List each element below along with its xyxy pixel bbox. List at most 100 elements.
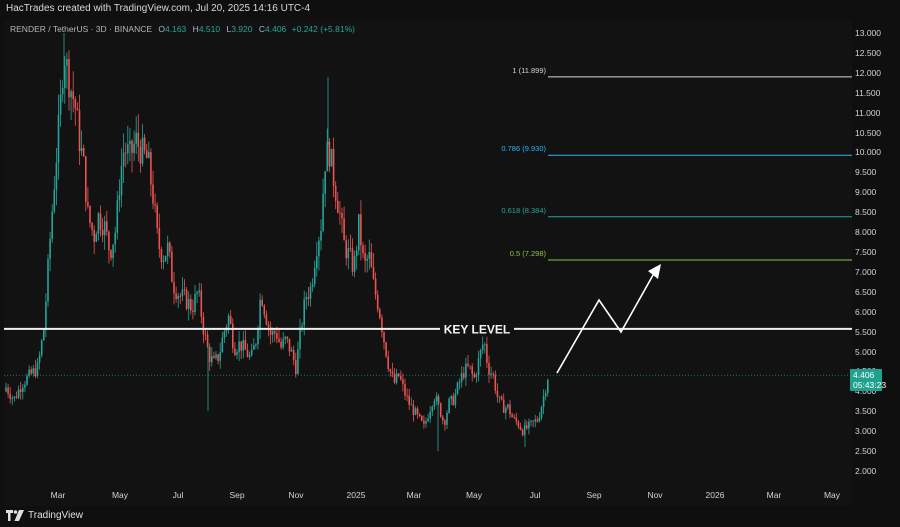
candle-body [496, 390, 499, 397]
candle-body [192, 310, 194, 313]
candle-body [274, 331, 276, 334]
change-value: +0.242 (+5.81%) [291, 24, 355, 34]
candle-body [238, 341, 240, 353]
chart-pane[interactable]: 1 (11.899) 0.786 (9.930) 0.618 (8.384) 0.5 … [4, 20, 852, 506]
candle-body [257, 328, 259, 345]
projection-path[interactable] [556, 267, 658, 374]
candle-body [32, 368, 35, 374]
candle-body [17, 389, 20, 398]
fib-level-label: 0.5 (7.298) [510, 249, 547, 258]
symbol-legend[interactable]: RENDER / TetherUS · 3D · BINANCE O4.163 … [10, 24, 355, 34]
candle-body [351, 248, 354, 272]
price-tick: 8.500 [855, 207, 877, 218]
candle-body [442, 416, 444, 421]
high-label: H [192, 24, 199, 34]
candle-body [76, 108, 79, 111]
candle-body [150, 152, 152, 185]
candle-body [43, 329, 45, 341]
candle-body [91, 222, 93, 231]
candle-body [255, 344, 257, 346]
candle-body [66, 59, 68, 66]
candle-body [322, 193, 324, 231]
price-tick: 7.500 [855, 246, 877, 257]
price-tick: 9.000 [855, 187, 877, 198]
candle-body [286, 336, 289, 339]
candle-body [517, 421, 520, 427]
candle-body [221, 337, 224, 353]
candle-body [206, 334, 209, 348]
candle-body [124, 152, 127, 154]
candle-body [82, 147, 85, 157]
candle-body [288, 338, 291, 352]
time-axis[interactable] [4, 485, 852, 503]
price-tick: 12.500 [855, 47, 881, 58]
candle-body [528, 421, 530, 429]
candle-body [112, 244, 114, 259]
price-tick: 2.500 [855, 446, 877, 457]
candle-body [519, 426, 522, 430]
candle-body [110, 250, 112, 259]
low-value: 3.920 [231, 24, 253, 34]
candle-body [127, 144, 129, 154]
price-tick: 13.000 [855, 28, 881, 38]
candle-body [475, 375, 478, 378]
candle-body [181, 289, 184, 297]
candle-body [446, 412, 448, 425]
candle-body [137, 132, 140, 147]
price-tick: 7.000 [855, 266, 877, 277]
candle-body [244, 339, 247, 350]
price-tick: 6.500 [855, 286, 877, 297]
candle-body [408, 395, 410, 405]
candle-body [80, 147, 83, 152]
candle-body [162, 261, 165, 263]
candle-body [194, 293, 196, 313]
candle-body [469, 365, 471, 367]
candlestick-chart[interactable]: 1 (11.899) 0.786 (9.930) 0.618 (8.384) 0.5 … [4, 20, 852, 506]
candle-body [389, 369, 392, 372]
time-tick: May [111, 490, 129, 500]
candle-body [404, 384, 406, 396]
candle-body [301, 325, 303, 328]
candle-body [454, 393, 457, 406]
candle-body [166, 242, 169, 256]
candle-body [544, 392, 547, 397]
candle-body [330, 148, 333, 167]
candle-body [204, 334, 207, 336]
candle-body [211, 356, 213, 363]
candle-body [198, 290, 200, 293]
candle-body [24, 384, 26, 388]
candle-body [486, 344, 488, 363]
candle-body [402, 379, 404, 385]
candle-body [179, 295, 182, 297]
fib-level-label: 0.786 (9.930) [501, 144, 546, 153]
candle-body [7, 387, 9, 394]
candle-body [471, 366, 473, 374]
candle-body [521, 429, 524, 436]
candle-body [484, 344, 486, 345]
projection-arrowhead [648, 264, 661, 279]
time-tick: 2025 [346, 490, 366, 500]
candle-body [234, 348, 236, 356]
candle-body [22, 387, 24, 392]
candle-body [175, 293, 177, 299]
candle-body [383, 332, 385, 343]
candle-body [101, 229, 104, 236]
candle-body [122, 152, 125, 166]
open-label: O [158, 24, 166, 34]
candle-body [297, 349, 299, 374]
candle-body [26, 376, 28, 385]
time-tick: Jul [172, 490, 184, 500]
candle-body [423, 420, 425, 424]
candle-body [324, 171, 326, 194]
candle-body [139, 146, 142, 164]
candle-body [64, 65, 66, 88]
candle-body [391, 371, 394, 374]
candle-body [326, 141, 329, 172]
tradingview-footer[interactable]: TradingView [6, 510, 83, 521]
price-tick: 5.500 [855, 326, 877, 337]
symbol-name[interactable]: RENDER / TetherUS · 3D · BINANCE [10, 24, 153, 34]
candle-body [307, 297, 310, 299]
time-tick: Nov [288, 490, 304, 500]
time-tick: Mar [406, 490, 422, 500]
candle-body [368, 252, 371, 259]
